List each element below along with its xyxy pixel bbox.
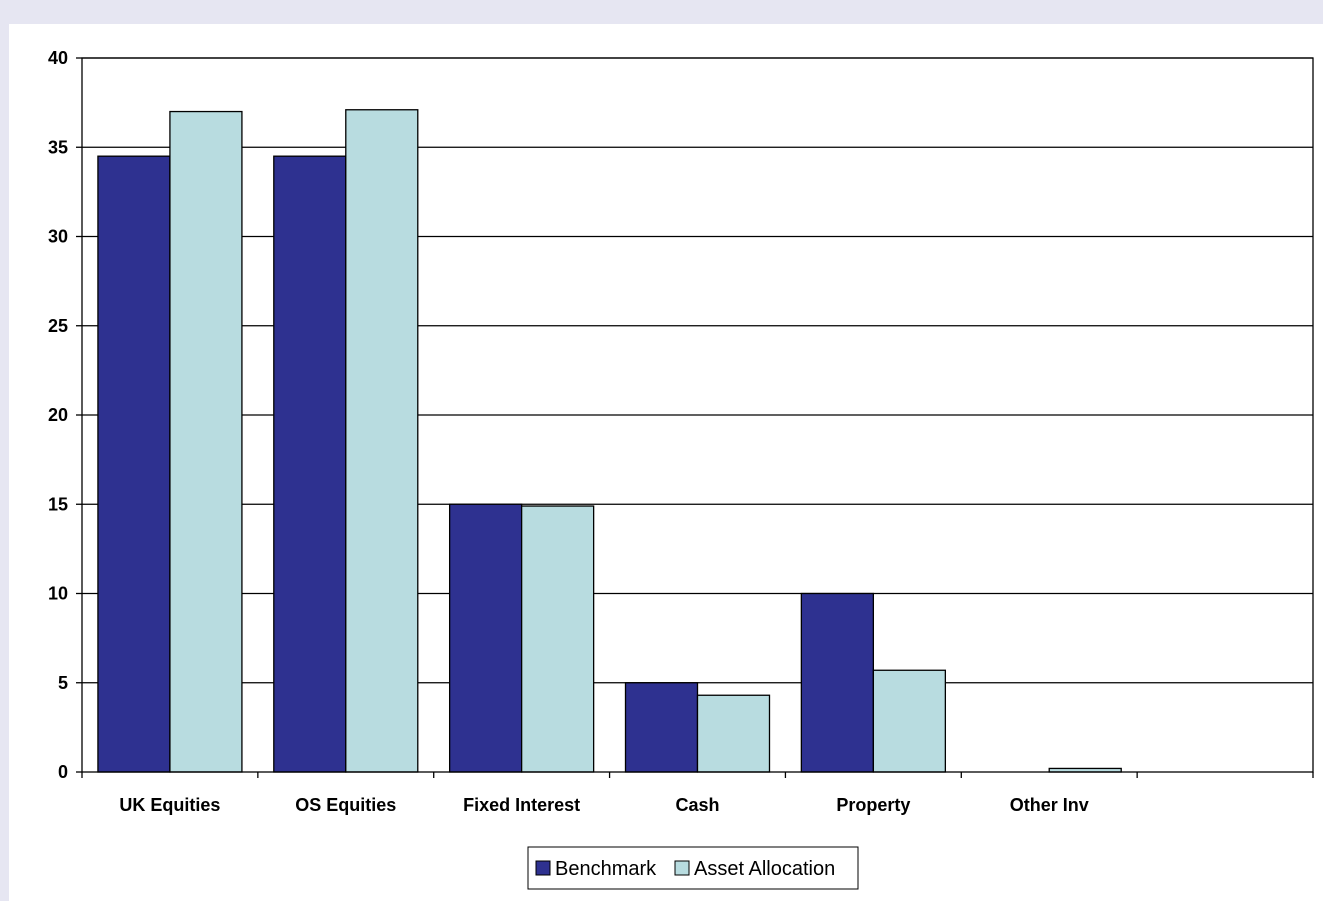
y-tick-label: 35 xyxy=(48,137,68,157)
bar-chart: 0 5 10 15 20 25 30 35 40 UK Equities OS Equities F… xyxy=(48,48,1314,890)
y-tick-labels: 0 5 10 15 20 25 30 35 40 xyxy=(48,48,68,782)
chart-panel: 0 5 10 15 20 25 30 35 40 UK Equities OS Equities F… xyxy=(9,24,1323,901)
y-tick-label: 10 xyxy=(48,584,68,604)
x-tick-label: Property xyxy=(836,795,910,815)
gridlines xyxy=(82,57,1313,684)
y-tick-label: 40 xyxy=(48,48,68,68)
legend-label-asset-allocation: Asset Allocation xyxy=(694,858,835,880)
bar-asset-allocation-1 xyxy=(345,109,419,773)
y-tick-label: 20 xyxy=(48,405,68,425)
bar-asset-allocation-4 xyxy=(872,669,947,773)
y-tick-label: 5 xyxy=(58,673,68,693)
bar-asset-allocation-0 xyxy=(169,110,243,773)
legend-swatch-benchmark xyxy=(535,860,551,876)
x-tick-labels: UK Equities OS Equities Fixed Interest Cash… xyxy=(119,795,1088,815)
x-tick-label: Other Inv xyxy=(1010,795,1089,815)
y-tick-label: 0 xyxy=(58,762,68,782)
bar-asset-allocation-2 xyxy=(520,505,595,773)
x-tick-label: UK Equities xyxy=(119,795,220,815)
y-tick-label: 25 xyxy=(48,316,68,336)
x-tick-label: Cash xyxy=(675,795,719,815)
bar-benchmark-0 xyxy=(97,155,171,773)
bar-benchmark-3 xyxy=(624,682,699,773)
x-tick-label: Fixed Interest xyxy=(463,795,580,815)
legend-label-benchmark: Benchmark xyxy=(555,858,657,880)
bar-benchmark-1 xyxy=(273,155,347,773)
legend-swatch-asset-allocation xyxy=(674,860,690,876)
bars xyxy=(97,109,1122,773)
plot-area-border xyxy=(81,57,1314,773)
legend: Benchmark Asset Allocation xyxy=(527,846,859,890)
y-tick-label: 30 xyxy=(48,227,68,247)
bar-benchmark-2 xyxy=(448,503,523,773)
bar-asset-allocation-3 xyxy=(696,694,771,773)
legend-box xyxy=(527,846,859,890)
x-tick-label: OS Equities xyxy=(295,795,396,815)
bar-benchmark-4 xyxy=(800,592,875,773)
axes xyxy=(76,57,1314,778)
y-tick-label: 15 xyxy=(48,494,68,514)
